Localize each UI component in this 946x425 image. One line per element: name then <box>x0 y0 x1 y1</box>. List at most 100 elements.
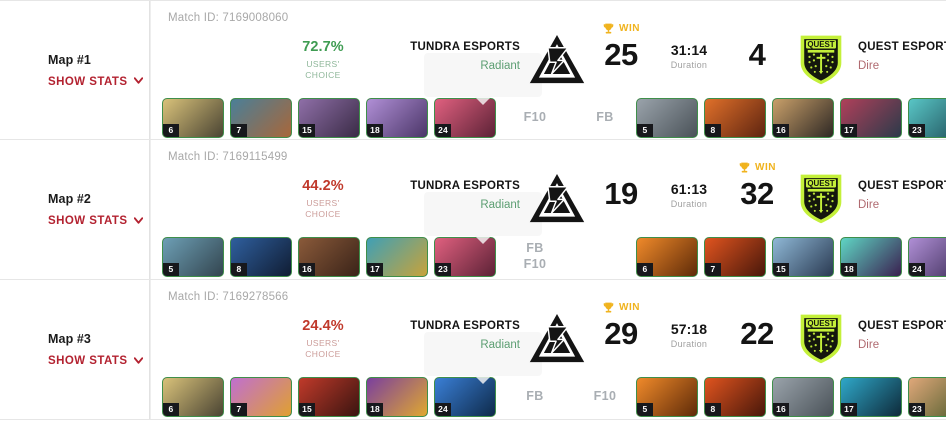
hero-card[interactable]: 7 <box>230 98 292 138</box>
team-name: TUNDRA ESPORTS <box>410 180 520 192</box>
hero-card[interactable]: 17 <box>366 237 428 277</box>
objective-radiant: FB F10 <box>496 237 574 277</box>
hero-card[interactable]: 6 <box>162 98 224 138</box>
hero-card[interactable]: 16 <box>772 377 834 417</box>
hero-card[interactable]: 6 <box>162 377 224 417</box>
objective-dire: FB <box>574 98 636 138</box>
hero-number: 5 <box>163 263 179 276</box>
score-dire: WIN 32 <box>724 162 790 209</box>
team-dire[interactable]: QUEST ESPORTS Dire <box>852 31 946 74</box>
team-dire[interactable]: QUEST ESPORTS Dire <box>852 170 946 213</box>
hero-card[interactable]: 8 <box>704 377 766 417</box>
content-divider <box>150 140 151 279</box>
hero-card[interactable]: 16 <box>772 98 834 138</box>
hero-number: 23 <box>909 124 925 137</box>
show-stats-button[interactable]: SHOW STATS <box>48 215 149 227</box>
users-choice-label-1: USERS' <box>306 337 340 348</box>
team-radiant[interactable]: TUNDRA ESPORTS Radiant <box>366 310 526 353</box>
match-id[interactable]: Match ID: 7169008060 <box>168 12 289 24</box>
hero-card[interactable]: 7 <box>230 377 292 417</box>
score-radiant: WIN 29 <box>588 302 654 349</box>
hero-card[interactable]: 24 <box>908 237 946 277</box>
score-dire: 22 <box>724 310 790 349</box>
team-radiant[interactable]: TUNDRA ESPORTS Radiant <box>366 170 526 213</box>
hero-card[interactable]: 23 <box>908 98 946 138</box>
hero-card[interactable]: 17 <box>840 377 902 417</box>
hero-card[interactable]: 7 <box>704 237 766 277</box>
users-choice-label-1: USERS' <box>306 58 340 69</box>
content-divider <box>150 280 151 419</box>
duration-block: 61:13 Duration <box>654 170 724 209</box>
hero-card[interactable]: 18 <box>840 237 902 277</box>
objective-f10: F10 <box>523 257 547 271</box>
users-choice-label-1: USERS' <box>306 197 340 208</box>
match-id[interactable]: Match ID: 7169278566 <box>168 291 289 303</box>
hero-card[interactable]: 5 <box>162 237 224 277</box>
show-stats-label: SHOW STATS <box>48 355 128 367</box>
hero-number: 5 <box>637 403 653 416</box>
match-row: Map #3 SHOW STATS Match ID: 7169278566 24.4… <box>0 280 946 420</box>
show-stats-label: SHOW STATS <box>48 75 128 88</box>
team-side: Dire <box>858 198 880 211</box>
objective-radiant: FB <box>496 377 574 417</box>
match-row: Map #1 SHOW STATS Match ID: 7169008060 72.7… <box>0 0 946 140</box>
win-label: WIN <box>619 301 640 313</box>
win-badge: WIN <box>724 160 790 174</box>
hero-group-radiant: 6 7 15 18 24 <box>162 98 496 138</box>
team-dire[interactable]: QUEST ESPORTS Dire <box>852 310 946 353</box>
show-stats-button[interactable]: SHOW STATS <box>48 76 149 88</box>
score-value: 19 <box>604 176 638 211</box>
win-label: WIN <box>755 161 776 173</box>
show-stats-button[interactable]: SHOW STATS <box>48 355 149 367</box>
svg-text:QUEST: QUEST <box>807 179 834 188</box>
hero-number: 17 <box>841 403 857 416</box>
map-cell: Map #1 SHOW STATS <box>0 1 150 139</box>
score-dire: 4 <box>724 31 790 70</box>
match-id[interactable]: Match ID: 7169115499 <box>168 151 288 163</box>
hero-card[interactable]: 15 <box>298 98 360 138</box>
hero-number: 8 <box>705 124 721 137</box>
hero-card[interactable]: 24 <box>434 98 496 138</box>
map-label: Map #2 <box>48 192 91 206</box>
hero-card[interactable]: 15 <box>298 377 360 417</box>
trophy-icon <box>738 161 751 174</box>
heroes-row: 5 8 16 17 23 FB F10 6 7 15 18 24 <box>162 234 946 280</box>
hero-number: 24 <box>909 263 925 276</box>
team-side: Radiant <box>480 59 520 72</box>
hero-card[interactable]: 18 <box>366 98 428 138</box>
team-side: Radiant <box>480 338 520 351</box>
hero-card[interactable]: 23 <box>908 377 946 417</box>
hero-card[interactable]: 8 <box>230 237 292 277</box>
team-side: Dire <box>858 59 880 72</box>
hero-card[interactable]: 17 <box>840 98 902 138</box>
scoreboard: 72.7% USERS' CHOICE TUNDRA ESPORTS Radiant WI… <box>162 23 946 105</box>
hero-card[interactable]: 5 <box>636 377 698 417</box>
duration-label: Duration <box>670 199 708 210</box>
hero-card[interactable]: 24 <box>434 377 496 417</box>
tundra-esports-logo-icon <box>526 170 588 225</box>
hero-group-dire: 5 8 16 17 23 <box>636 377 946 417</box>
hero-card[interactable]: 16 <box>298 237 360 277</box>
hero-card[interactable]: 6 <box>636 237 698 277</box>
team-name: TUNDRA ESPORTS <box>410 41 520 53</box>
objective-dire: F10 <box>574 377 636 417</box>
hero-number: 17 <box>367 263 383 276</box>
hero-number: 16 <box>773 124 789 137</box>
team-radiant[interactable]: TUNDRA ESPORTS Radiant <box>366 31 526 74</box>
score-radiant: WIN 25 <box>588 23 654 72</box>
content-divider <box>150 1 151 139</box>
hero-group-dire: 5 8 16 17 23 <box>636 98 946 138</box>
users-choice-radiant: 44.2% USERS' CHOICE <box>280 170 366 220</box>
duration-value: 61:13 <box>670 181 708 197</box>
score-value: 25 <box>604 37 638 72</box>
objective-tag: FB <box>596 110 614 125</box>
hero-card[interactable]: 23 <box>434 237 496 277</box>
hero-card[interactable]: 8 <box>704 98 766 138</box>
hero-card[interactable]: 15 <box>772 237 834 277</box>
team-side: Dire <box>858 338 880 351</box>
win-badge: WIN <box>588 21 654 35</box>
hero-number: 6 <box>637 263 653 276</box>
hero-card[interactable]: 5 <box>636 98 698 138</box>
hero-number: 24 <box>435 403 451 416</box>
hero-card[interactable]: 18 <box>366 377 428 417</box>
